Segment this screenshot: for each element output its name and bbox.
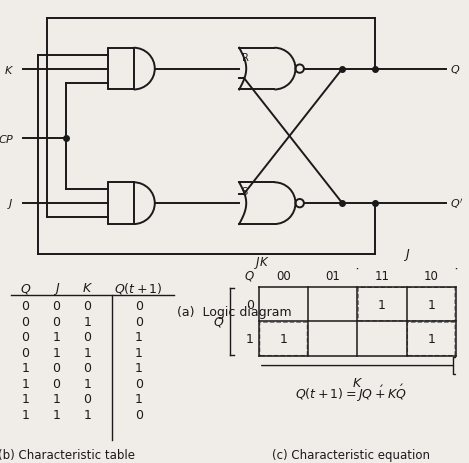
- Text: 1: 1: [83, 408, 91, 421]
- Text: (b) Characteristic table: (b) Characteristic table: [0, 449, 135, 462]
- Text: $J$: $J$: [53, 281, 60, 296]
- Text: $Q$: $Q$: [450, 63, 461, 76]
- Text: 0: 0: [83, 362, 91, 375]
- Text: $Q(t+1) = JQ\' + K\'Q$: $Q(t+1) = JQ\' + K\'Q$: [295, 382, 407, 403]
- Text: 0: 0: [52, 315, 61, 328]
- Text: 1: 1: [427, 298, 435, 311]
- Text: 0: 0: [21, 346, 30, 359]
- Text: 1: 1: [135, 362, 143, 375]
- Text: 0: 0: [135, 408, 143, 421]
- Text: 1: 1: [246, 332, 254, 346]
- Text: 0: 0: [83, 392, 91, 405]
- Text: S: S: [242, 187, 248, 197]
- Text: 0: 0: [52, 377, 61, 390]
- Text: 0: 0: [83, 300, 91, 313]
- Text: 1: 1: [135, 392, 143, 405]
- Text: 1: 1: [83, 346, 91, 359]
- Text: 1: 1: [135, 346, 143, 359]
- Text: 0: 0: [83, 331, 91, 344]
- Text: 0: 0: [135, 300, 143, 313]
- Text: 1: 1: [22, 392, 29, 405]
- Text: 01: 01: [325, 269, 340, 282]
- Text: $J$: $J$: [8, 197, 14, 211]
- Text: (a)  Logic diagram: (a) Logic diagram: [177, 306, 292, 319]
- Text: $Q$: $Q$: [20, 282, 31, 295]
- Text: (c) Characteristic equation: (c) Characteristic equation: [272, 448, 430, 461]
- Text: 0: 0: [21, 331, 30, 344]
- Text: 0: 0: [52, 362, 61, 375]
- Text: $Q(t+1)$: $Q(t+1)$: [114, 281, 163, 296]
- Text: 1: 1: [427, 332, 435, 346]
- Text: $JK$: $JK$: [254, 255, 270, 271]
- Text: 0: 0: [135, 315, 143, 328]
- Text: 1: 1: [22, 377, 29, 390]
- Text: 1: 1: [22, 362, 29, 375]
- Text: $Q'$: $Q'$: [450, 197, 464, 211]
- Text: 1: 1: [53, 408, 60, 421]
- Text: 1: 1: [53, 331, 60, 344]
- Text: 1: 1: [53, 392, 60, 405]
- Text: $K$: $K$: [352, 376, 363, 389]
- Text: 0: 0: [52, 300, 61, 313]
- Text: 0: 0: [21, 315, 30, 328]
- Text: 0: 0: [246, 298, 254, 311]
- Text: $J$: $J$: [403, 247, 410, 263]
- Text: R: R: [242, 52, 249, 63]
- Text: 1: 1: [53, 346, 60, 359]
- Text: $Q$: $Q$: [213, 315, 225, 329]
- Text: 10: 10: [424, 269, 439, 282]
- Text: 11: 11: [375, 269, 389, 282]
- Text: 0: 0: [21, 300, 30, 313]
- Text: 0: 0: [135, 377, 143, 390]
- Text: 1: 1: [378, 298, 386, 311]
- Text: 1: 1: [83, 315, 91, 328]
- Text: 1: 1: [83, 377, 91, 390]
- Text: $K$: $K$: [82, 282, 93, 295]
- Text: 1: 1: [280, 332, 287, 346]
- Text: $Q$: $Q$: [244, 268, 255, 282]
- Text: 00: 00: [276, 269, 291, 282]
- Text: 1: 1: [135, 331, 143, 344]
- Text: 1: 1: [22, 408, 29, 421]
- Text: $K$: $K$: [4, 63, 14, 75]
- Text: $CP$: $CP$: [0, 133, 14, 145]
